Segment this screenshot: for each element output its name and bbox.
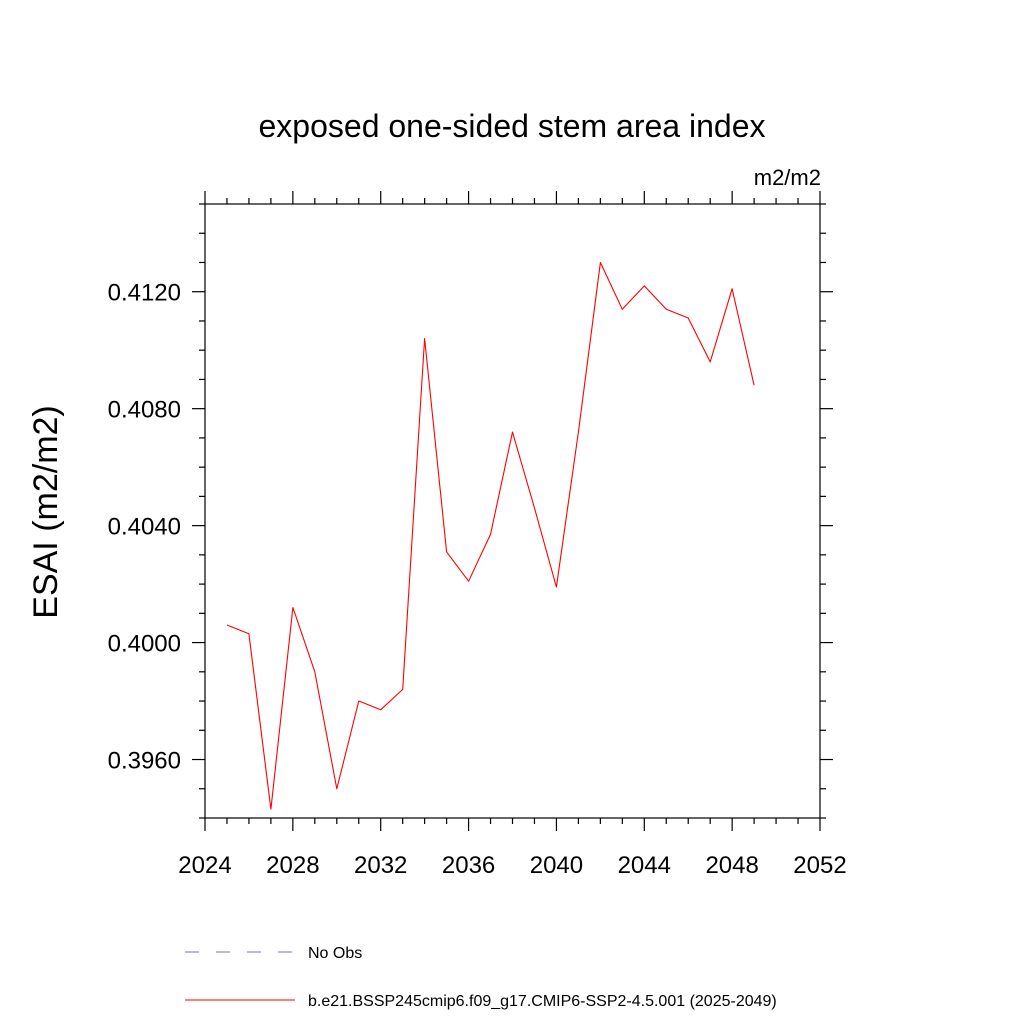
data-lines bbox=[226, 261, 755, 810]
legend: No Obs b.e21.BSSP245cmip6.f09_g17.CMIP6-… bbox=[185, 945, 777, 1010]
chart-title: exposed one-sided stem area index bbox=[259, 108, 766, 144]
x-tick-label: 2044 bbox=[618, 852, 671, 879]
legend-label-no-obs: No Obs bbox=[308, 945, 362, 962]
axis-ticks bbox=[192, 191, 833, 831]
x-tick-label: 2036 bbox=[442, 852, 495, 879]
y-tick-label: 0.4000 bbox=[108, 631, 181, 658]
units-label: m2/m2 bbox=[754, 165, 821, 190]
y-tick-label: 0.3960 bbox=[108, 748, 181, 775]
x-tick-label: 2040 bbox=[530, 852, 583, 879]
legend-label-model-run: b.e21.BSSP245cmip6.f09_g17.CMIP6-SSP2-4.… bbox=[308, 993, 777, 1010]
plot-frame bbox=[204, 203, 821, 819]
y-tick-label: 0.4120 bbox=[108, 280, 181, 307]
x-tick-label: 2028 bbox=[266, 852, 319, 879]
x-tick-label: 2048 bbox=[705, 852, 758, 879]
x-tick-label: 2032 bbox=[354, 852, 407, 879]
y-axis-label: ESAI (m2/m2) bbox=[27, 405, 65, 618]
series-line-1 bbox=[226, 261, 755, 810]
x-tick-label: 2024 bbox=[178, 852, 231, 879]
y-tick-label: 0.4080 bbox=[108, 397, 181, 424]
x-tick-label: 2052 bbox=[793, 852, 846, 879]
axis-tick-labels: 2024 2028 2032 2036 2040 2044 2048 2052 0.3960 0.… bbox=[108, 280, 847, 879]
y-tick-label: 0.4040 bbox=[108, 514, 181, 541]
